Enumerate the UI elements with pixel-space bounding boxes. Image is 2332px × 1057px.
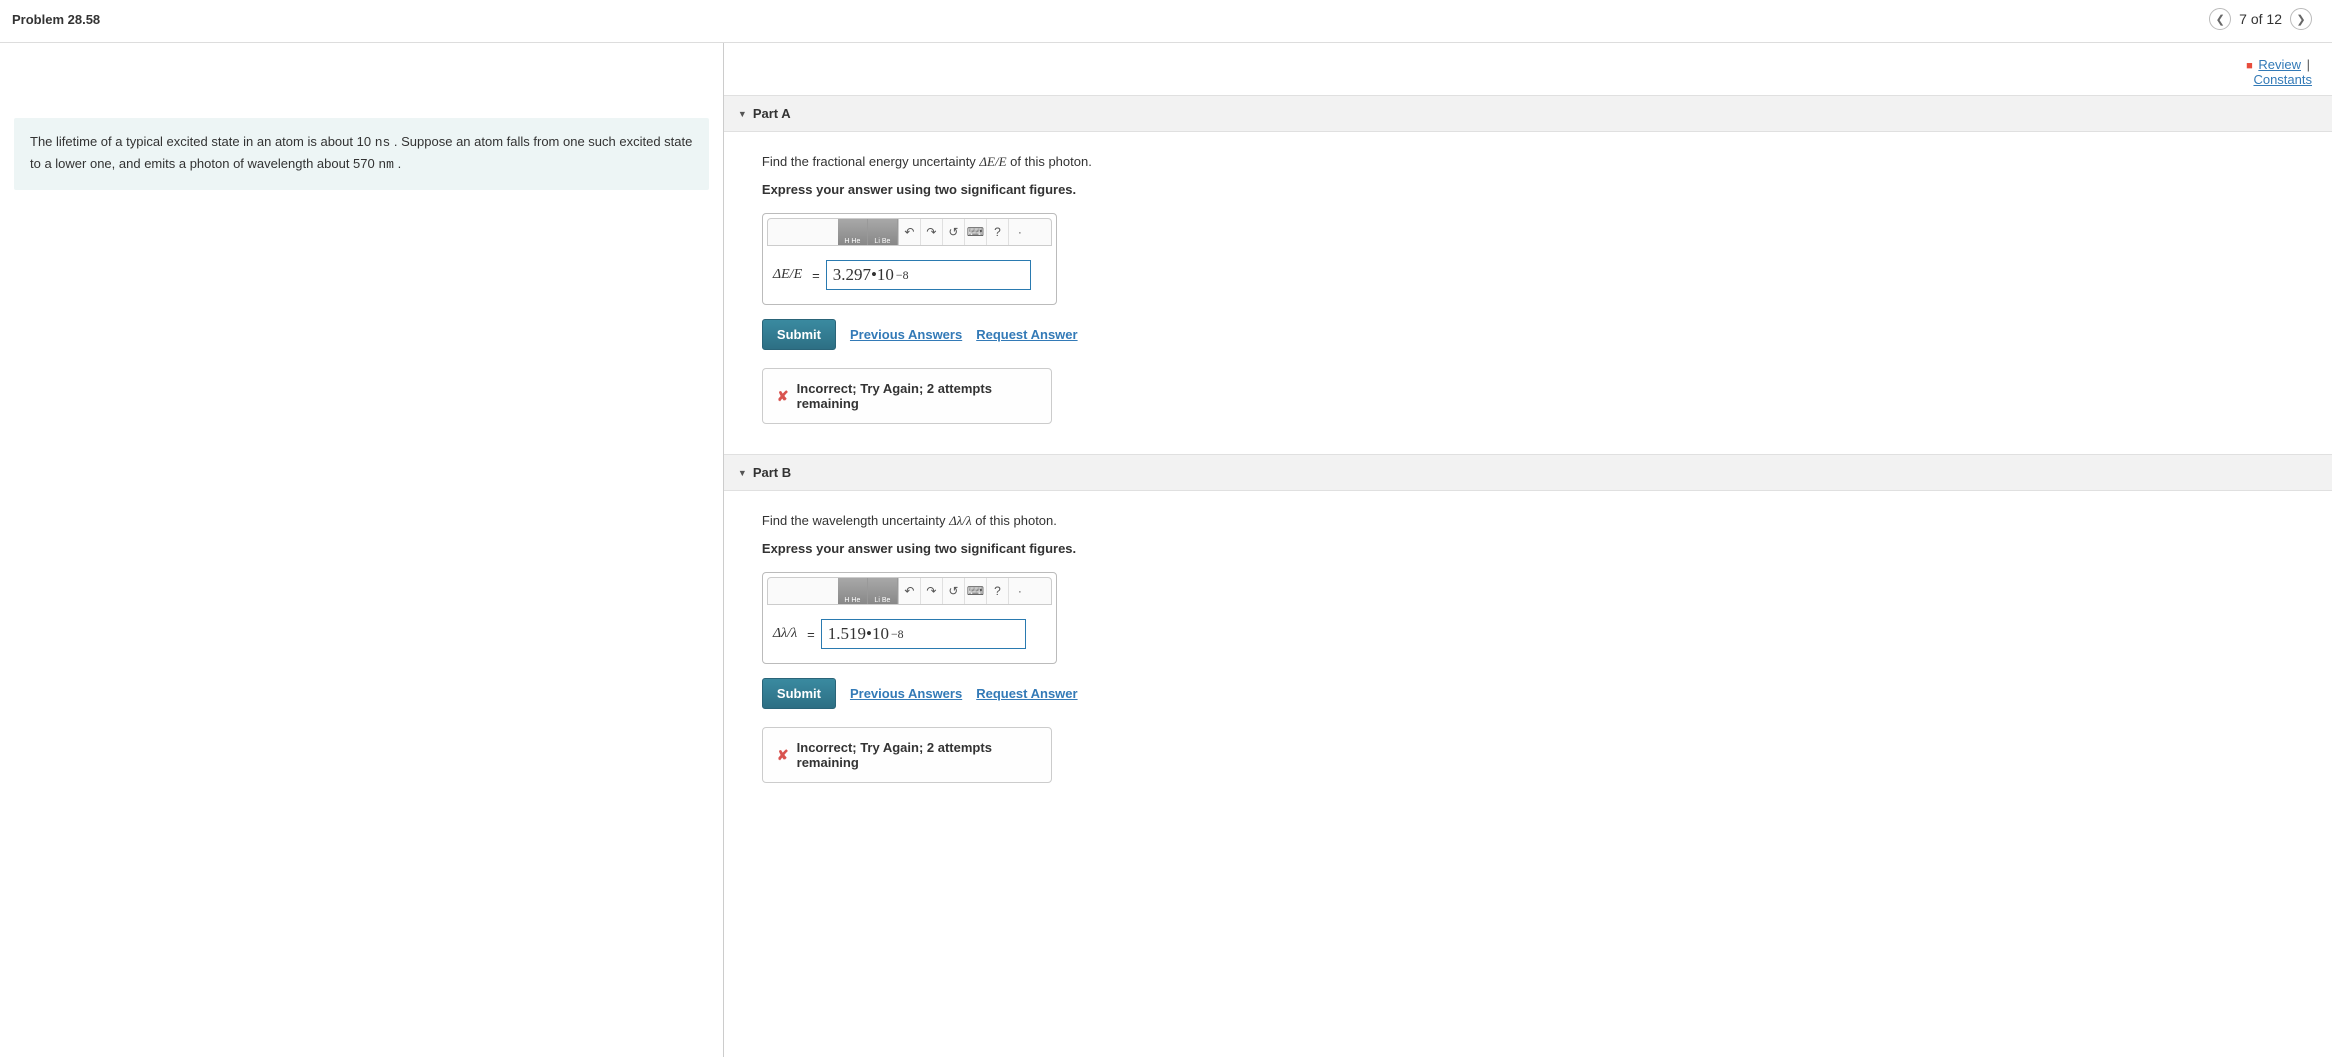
undo-icon[interactable]: ↶: [899, 219, 921, 245]
part-a-request-answer-link[interactable]: Request Answer: [976, 327, 1077, 342]
problem-title: Problem 28.58: [12, 12, 100, 27]
part-b-title: Part B: [753, 465, 791, 480]
periodic-table-group: H He Li Be: [838, 219, 899, 245]
caret-down-icon: ▼: [738, 468, 747, 478]
error-icon-b: ✘: [777, 747, 789, 764]
val-exp: −8: [896, 268, 909, 283]
problem-statement: The lifetime of a typical excited state …: [14, 118, 709, 190]
instr-pre: Find the fractional energy uncertainty: [762, 154, 980, 169]
chevron-left-icon: ❮: [2216, 13, 2225, 26]
part-b-body: Find the wavelength uncertainty Δλ/λ of …: [724, 491, 2332, 813]
part-b-submit-button[interactable]: Submit: [762, 678, 836, 709]
part-b-instruction: Find the wavelength uncertainty Δλ/λ of …: [762, 513, 2332, 529]
main: The lifetime of a typical excited state …: [0, 43, 2332, 1057]
problem-text-3: .: [394, 156, 401, 171]
periodic-table-icon-2[interactable]: Li Be: [868, 219, 898, 245]
right-column: ■ Review | Constants ▼ Part A Find the f…: [724, 43, 2332, 1057]
part-a-express: Express your answer using two significan…: [762, 182, 2332, 197]
part-a-submit-button[interactable]: Submit: [762, 319, 836, 350]
separator: |: [2307, 57, 2310, 72]
constants-link[interactable]: Constants: [2253, 72, 2312, 87]
part-a-label: ΔE/E: [773, 267, 802, 283]
caret-down-icon: ▼: [738, 109, 747, 119]
val-base-b: 1.519: [828, 624, 866, 644]
part-a-feedback: ✘ Incorrect; Try Again; 2 attempts remai…: [762, 368, 1052, 424]
instr-post-b: of this photon.: [972, 513, 1057, 528]
val-ten-b: 10: [872, 624, 889, 644]
part-a-title: Part A: [753, 106, 791, 121]
help-icon[interactable]: ?: [987, 219, 1009, 245]
page-nav: ❮ 7 of 12 ❯: [2209, 8, 2312, 30]
val-base: 3.297: [833, 265, 871, 285]
part-b-answer-row: Δλ/λ = 1.519 • 10−8: [763, 605, 1056, 663]
help-icon-b[interactable]: ?: [987, 578, 1009, 604]
part-b-request-answer-link[interactable]: Request Answer: [976, 686, 1077, 701]
redo-icon[interactable]: ↷: [921, 219, 943, 245]
part-a-buttons: Submit Previous Answers Request Answer: [762, 319, 2332, 350]
periodic-table-group-b: H He Li Be: [838, 578, 899, 604]
part-b-answer-box: H He Li Be ↶ ↷ ↺ ⌨ ? · Δλ/λ = 1.519 • 10…: [762, 572, 1057, 664]
part-a-answer-row: ΔE/E = 3.297 • 10−8: [763, 246, 1056, 304]
part-a-feedback-msg: Incorrect; Try Again; 2 attempts remaini…: [797, 381, 1037, 411]
chevron-right-icon: ❯: [2296, 13, 2305, 26]
periodic-table-icon-b[interactable]: H He: [838, 578, 868, 604]
flag-icon: ■: [2246, 60, 2253, 72]
instr-sym: ΔE/E: [979, 154, 1006, 169]
equals-sign-b: =: [807, 627, 815, 642]
reset-icon-b[interactable]: ↺: [943, 578, 965, 604]
keyboard-icon-b[interactable]: ⌨: [965, 578, 987, 604]
part-a-input[interactable]: 3.297 • 10−8: [826, 260, 1031, 290]
periodic-table-icon-b2[interactable]: Li Be: [868, 578, 898, 604]
part-b-buttons: Submit Previous Answers Request Answer: [762, 678, 2332, 709]
review-bar: ■ Review | Constants: [724, 43, 2332, 95]
next-button[interactable]: ❯: [2290, 8, 2312, 30]
prev-button[interactable]: ❮: [2209, 8, 2231, 30]
equals-sign: =: [812, 268, 820, 283]
reset-icon[interactable]: ↺: [943, 219, 965, 245]
part-a-instruction: Find the fractional energy uncertainty Δ…: [762, 154, 2332, 170]
unit-nm: nm: [378, 157, 394, 172]
part-b-label: Δλ/λ: [773, 626, 797, 642]
part-b-toolbar: H He Li Be ↶ ↷ ↺ ⌨ ? ·: [767, 577, 1052, 605]
redo-icon-b[interactable]: ↷: [921, 578, 943, 604]
undo-icon-b[interactable]: ↶: [899, 578, 921, 604]
page-counter: 7 of 12: [2239, 11, 2282, 27]
left-column: The lifetime of a typical excited state …: [0, 43, 723, 1057]
part-a-previous-answers-link[interactable]: Previous Answers: [850, 327, 962, 342]
val-ten: 10: [877, 265, 894, 285]
part-b-previous-answers-link[interactable]: Previous Answers: [850, 686, 962, 701]
part-b-express: Express your answer using two significan…: [762, 541, 2332, 556]
keyboard-icon[interactable]: ⌨: [965, 219, 987, 245]
part-a-body: Find the fractional energy uncertainty Δ…: [724, 132, 2332, 454]
periodic-table-icon[interactable]: H He: [838, 219, 868, 245]
error-icon: ✘: [777, 388, 789, 405]
instr-pre-b: Find the wavelength uncertainty: [762, 513, 949, 528]
part-b-input[interactable]: 1.519 • 10−8: [821, 619, 1026, 649]
review-link[interactable]: Review: [2258, 57, 2301, 72]
problem-text-1: The lifetime of a typical excited state …: [30, 134, 375, 149]
unit-ns: ns: [375, 135, 391, 150]
part-b-header[interactable]: ▼ Part B: [724, 454, 2332, 491]
part-a-answer-box: H He Li Be ↶ ↷ ↺ ⌨ ? · ΔE/E = 3.297 • 10…: [762, 213, 1057, 305]
part-a-header[interactable]: ▼ Part A: [724, 95, 2332, 132]
more-icon-b[interactable]: ·: [1009, 578, 1031, 604]
val-exp-b: −8: [891, 627, 904, 642]
part-a-toolbar: H He Li Be ↶ ↷ ↺ ⌨ ? ·: [767, 218, 1052, 246]
instr-post: of this photon.: [1007, 154, 1092, 169]
instr-sym-b: Δλ/λ: [949, 513, 972, 528]
top-bar: Problem 28.58 ❮ 7 of 12 ❯: [0, 0, 2332, 43]
part-b-feedback: ✘ Incorrect; Try Again; 2 attempts remai…: [762, 727, 1052, 783]
toolbar-spacer: [768, 219, 838, 245]
toolbar-spacer-b: [768, 578, 838, 604]
more-icon[interactable]: ·: [1009, 219, 1031, 245]
part-b-feedback-msg: Incorrect; Try Again; 2 attempts remaini…: [797, 740, 1037, 770]
